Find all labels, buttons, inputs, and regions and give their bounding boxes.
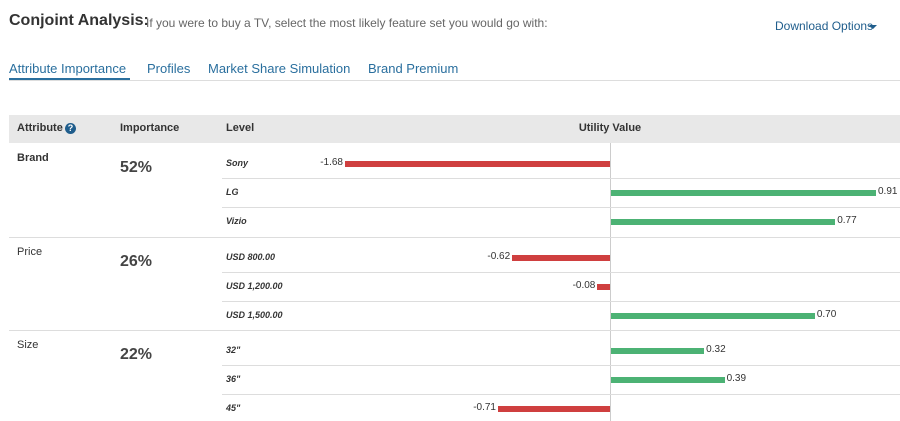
- help-icon[interactable]: ?: [65, 123, 76, 134]
- row-divider: [222, 271, 900, 273]
- title: Conjoint Analysis:: [9, 12, 149, 29]
- utility-bar: [611, 219, 836, 225]
- tab[interactable]: Attribute Importance: [9, 61, 127, 76]
- group-divider: [9, 236, 900, 238]
- caret[interactable]: [869, 25, 877, 29]
- utility-bar: [512, 254, 610, 261]
- attribute: Brand: [17, 152, 49, 164]
- column-header: Level: [226, 122, 255, 134]
- tab-divider: [9, 80, 900, 81]
- utility-bar: [611, 312, 815, 319]
- subtitle: If you were to buy a TV, select the most…: [146, 16, 548, 30]
- level-label: Vizio: [226, 216, 247, 226]
- utility-label: -1.68: [320, 157, 343, 168]
- tab[interactable]: Brand Premium: [368, 61, 459, 76]
- importance: 22%: [120, 346, 153, 363]
- utility-label: 0.70: [816, 308, 837, 320]
- utility-label: -0.08: [572, 279, 596, 291]
- tab[interactable]: Profiles: [147, 61, 191, 76]
- importance: 52%: [120, 159, 153, 176]
- utility-label: 0.77: [837, 215, 857, 226]
- level-label: LG: [226, 187, 239, 197]
- attribute: Size: [17, 339, 39, 351]
- level-label: USD 1,500.00: [226, 309, 283, 320]
- row-divider: [222, 394, 900, 395]
- row-divider: [222, 178, 900, 179]
- utility-bar: [611, 190, 876, 196]
- active-tab-underline: [9, 78, 130, 80]
- utility-bar: [611, 377, 725, 383]
- utility-bar: [597, 283, 610, 290]
- download-options[interactable]: Download Options: [775, 19, 874, 33]
- importance: 26%: [120, 252, 153, 270]
- row-divider: [222, 365, 900, 366]
- utility-label: -0.71: [473, 402, 496, 413]
- level-label: USD 800.00: [226, 251, 276, 262]
- column-header: Utility Value: [578, 122, 642, 134]
- utility-label: 0.91: [878, 186, 898, 197]
- column-header: Attribute: [17, 122, 63, 134]
- attribute: Price: [17, 245, 43, 258]
- utility-bar: [498, 406, 610, 412]
- level-label: Sony: [226, 158, 249, 168]
- level-label: 36": [226, 374, 241, 384]
- tab[interactable]: Market Share Simulation: [208, 61, 351, 76]
- utility-bar: [345, 161, 610, 167]
- utility-label: -0.62: [487, 250, 511, 262]
- level-label: USD 1,200.00: [226, 280, 283, 291]
- zero-axis: [610, 143, 611, 421]
- level-label: 32": [226, 345, 241, 355]
- utility-bar: [611, 348, 705, 354]
- utility-label: 0.32: [706, 344, 726, 355]
- row-divider: [222, 300, 900, 302]
- row-divider: [222, 207, 900, 208]
- column-header: Importance: [120, 122, 180, 134]
- utility-label: 0.39: [726, 373, 747, 384]
- table-header: [9, 115, 900, 143]
- level-label: 45": [226, 403, 241, 413]
- group-divider: [9, 330, 900, 331]
